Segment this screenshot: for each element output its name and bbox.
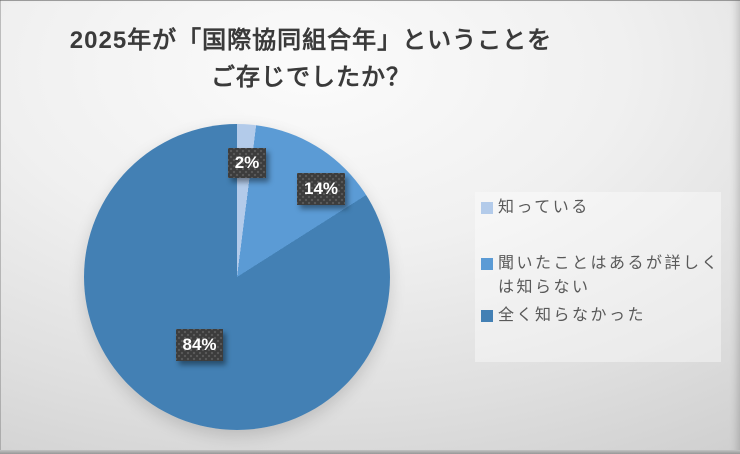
legend-item-unknown: 全く知らなかった [481, 304, 726, 328]
legend-item-know: 知っている [481, 196, 726, 220]
chart-title-line1: 2025年が「国際協同組合年」ということを [69, 27, 553, 54]
legend-label: 聞いたことはあるが詳しくは知らない [498, 255, 721, 296]
data-label-heard: 14% [297, 173, 345, 205]
slide-bottom-edge [0, 450, 740, 454]
chart-title-line2: ご存じでしたか？ [211, 64, 411, 91]
legend: 知っている 聞いたことはあるが詳しくは知らない 全く知らなかった [475, 192, 721, 362]
legend-swatch-icon [481, 258, 493, 270]
legend-label: 知っている [498, 199, 590, 216]
chart-title: 2025年が「国際協同組合年」ということを ご存じでしたか？ [0, 22, 622, 96]
legend-swatch-icon [481, 310, 493, 322]
legend-label: 全く知らなかった [498, 307, 647, 324]
legend-swatch-icon [481, 202, 493, 214]
legend-item-heard: 聞いたことはあるが詳しくは知らない [481, 252, 726, 300]
data-label-unknown: 84% [176, 329, 223, 361]
data-label-know: 2% [228, 148, 266, 178]
